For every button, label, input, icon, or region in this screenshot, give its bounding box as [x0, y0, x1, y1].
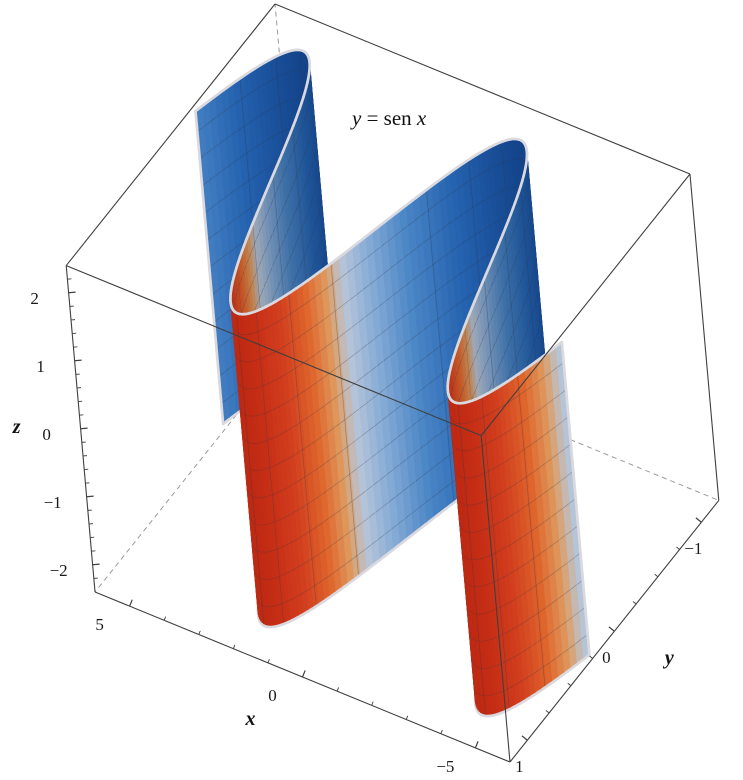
surface-column	[243, 312, 277, 629]
surface-rim	[391, 543, 401, 552]
surface-rim	[390, 209, 401, 218]
box-edge	[274, 3, 691, 175]
surface-rim	[363, 230, 374, 239]
y-minor-tick	[676, 546, 680, 550]
surface-column	[318, 265, 355, 586]
surface-rim	[438, 507, 448, 515]
x-tick-label: −5	[436, 757, 454, 776]
x-tick-label: 5	[95, 615, 104, 634]
surface-column	[370, 225, 408, 547]
surface-column	[486, 389, 522, 708]
surface-rim	[581, 653, 591, 662]
surface-rim	[357, 235, 367, 244]
surface-rim	[364, 564, 375, 572]
y-minor-tick	[632, 601, 637, 605]
y-minor-tick	[589, 655, 593, 659]
x-minor-tick	[371, 701, 374, 706]
surface-rim	[418, 522, 428, 531]
surface-rim	[194, 104, 204, 113]
z-major-tick	[92, 563, 100, 566]
z-tick-label: 0	[42, 425, 51, 444]
y-major-tick	[521, 735, 528, 741]
surface-rim	[337, 251, 347, 259]
surface-rim	[377, 219, 387, 228]
box-edge	[480, 435, 511, 763]
x-minor-tick	[267, 658, 270, 664]
x-minor-tick	[163, 616, 167, 621]
equation-label: y = sen x	[352, 106, 426, 131]
y-minor-tick	[654, 573, 659, 578]
surface-rim	[397, 204, 407, 213]
surface-column	[337, 251, 375, 572]
surface-end-edge	[560, 340, 591, 657]
surface-rim	[378, 553, 388, 562]
x-minor-tick	[198, 630, 201, 635]
surface-rim	[343, 246, 354, 254]
surface-rim	[404, 199, 414, 208]
surface-rim	[350, 240, 360, 249]
surface-column	[253, 308, 288, 626]
y-axis-label: y	[663, 647, 674, 669]
surface-column	[194, 104, 232, 426]
box-edge	[689, 173, 720, 501]
surface-rim	[404, 532, 415, 541]
surface-column	[260, 305, 296, 623]
surface-rim	[425, 517, 435, 526]
equation-lhs: y	[352, 106, 362, 130]
x-major-tick	[301, 670, 306, 678]
surface-rim	[411, 527, 422, 536]
equation-rhs: x	[416, 106, 427, 130]
x-tick-label: 0	[268, 686, 277, 705]
y-tick-label: −1	[684, 539, 702, 558]
box-edge	[480, 173, 691, 436]
surface-rim	[410, 194, 421, 202]
z-axis-label: z	[12, 416, 21, 438]
x-minor-tick	[405, 715, 409, 720]
surface-rim	[431, 512, 442, 520]
surface-column	[460, 401, 494, 718]
surface-rim	[398, 538, 408, 547]
y-tick-label: 1	[515, 757, 524, 776]
y-major-tick	[695, 517, 702, 523]
y-tick-label: 0	[602, 648, 611, 667]
z-tick-label: 1	[36, 357, 45, 376]
surface-rim	[384, 214, 394, 223]
surface-column	[466, 399, 501, 717]
x-minor-tick	[440, 729, 443, 734]
z-major-tick	[86, 495, 94, 498]
axis-ticks	[67, 278, 702, 749]
y-minor-tick	[545, 710, 550, 714]
surface-column	[257, 307, 292, 625]
box-edge	[509, 500, 720, 763]
box-edge	[65, 3, 276, 266]
z-major-tick	[74, 359, 82, 362]
surface-rim	[370, 225, 381, 234]
z-tick-label: −1	[44, 493, 62, 512]
y-minor-tick	[567, 682, 572, 687]
z-tick-label: −2	[50, 561, 68, 580]
surface-end-edge	[194, 109, 225, 426]
surface-column	[350, 240, 388, 562]
equation-mid: = sen	[361, 106, 417, 130]
x-axis-label: x	[245, 708, 256, 730]
box-edge	[66, 265, 482, 437]
y-major-tick	[608, 626, 615, 632]
z-major-tick	[80, 427, 88, 430]
x-major-tick	[474, 741, 479, 749]
x-minor-tick	[232, 644, 236, 649]
z-major-tick	[68, 291, 76, 294]
surface-ribbon	[194, 48, 591, 718]
axis-name-labels: x y z	[12, 416, 674, 730]
axis-tick-labels: 5 0 −5 −1 0 1 2 1 0 −1 −2	[30, 289, 702, 776]
surface-column	[284, 290, 320, 610]
surface-rim	[384, 548, 395, 557]
box-edge	[65, 265, 96, 593]
x-minor-tick	[336, 687, 340, 692]
surface-rim	[371, 558, 381, 567]
z-tick-label: 2	[30, 289, 39, 308]
x-major-tick	[129, 599, 133, 607]
